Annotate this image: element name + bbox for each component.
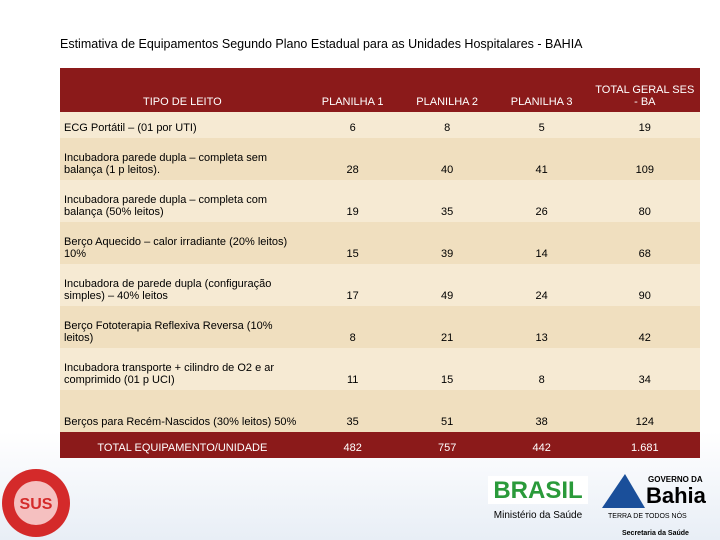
table-cell: 11 (304, 348, 401, 390)
table-cell: 40 (400, 138, 494, 180)
table-cell: PLANILHA 3 (493, 68, 590, 112)
table-cell: 19 (304, 180, 401, 222)
table-cell: 42 (589, 306, 700, 348)
total-row: TOTAL EQUIPAMENTO/UNIDADE 482 757 442 1.681 (60, 432, 700, 458)
table-cell: 21 (400, 306, 494, 348)
table-cell: 8 (400, 112, 494, 138)
table-cell: 13 (493, 306, 590, 348)
table-cell: Berço Fototerapia Reflexiva Reversa (10%… (60, 306, 305, 348)
table-row: Incubadora de parede dupla (configuração… (60, 264, 700, 306)
brasil-bg (488, 476, 588, 504)
ministerio-text: Ministério da Saúde (494, 510, 583, 521)
sus-text: SUS (20, 496, 53, 513)
table-cell: 5 (493, 112, 590, 138)
table-cell: Berços para Recém-Nascidos (30% leitos) … (60, 390, 305, 432)
table-cell: 38 (493, 390, 590, 432)
table-cell: 482 (304, 432, 401, 458)
table-row: Berço Aquecido – calor irradiante (20% l… (60, 222, 700, 264)
equipment-table: TIPO DE LEITO PLANILHA 1 PLANILHA 2 PLANILH… (60, 68, 700, 458)
governo-text: GOVERNO DA (648, 475, 703, 484)
table-cell: 28 (304, 138, 401, 180)
table-cell: 15 (400, 348, 494, 390)
table-cell: Incubadora parede dupla – completa sem b… (60, 138, 305, 180)
terra-text: TERRA DE TODOS NÓS (608, 511, 687, 520)
bahia-icon (602, 474, 645, 508)
table-cell: 68 (589, 222, 700, 264)
table-cell: 757 (400, 432, 494, 458)
table-cell: 35 (304, 390, 401, 432)
table-cell: 15 (304, 222, 401, 264)
table-cell: TIPO DE LEITO (60, 68, 305, 112)
slide-title: Estimativa de Equipamentos Segundo Plano… (60, 37, 583, 51)
table-cell: 49 (400, 264, 494, 306)
table-cell: 90 (589, 264, 700, 306)
table-cell: Incubadora de parede dupla (configuração… (60, 264, 305, 306)
table-cell: 1.681 (589, 432, 700, 458)
table-cell: 19 (589, 112, 700, 138)
table-row: Berço Fototerapia Reflexiva Reversa (10%… (60, 306, 700, 348)
table-row: ECG Portátil – (01 por UTI) 6 8 5 19 (60, 112, 700, 138)
table-cell: 8 (304, 306, 401, 348)
table-cell: 6 (304, 112, 401, 138)
table-cell: 26 (493, 180, 590, 222)
table-row: Berços para Recém-Nascidos (30% leitos) … (60, 390, 700, 432)
table-cell: TOTAL GERAL SES - BA (589, 68, 700, 112)
table-cell: Incubadora parede dupla – completa com b… (60, 180, 305, 222)
table-cell: 442 (493, 432, 590, 458)
table-cell: Incubadora transporte + cilindro de O2 e… (60, 348, 305, 390)
table-cell: 109 (589, 138, 700, 180)
table-cell: Berço Aquecido – calor irradiante (20% l… (60, 222, 305, 264)
table-cell: 34 (589, 348, 700, 390)
table-cell: 14 (493, 222, 590, 264)
sus-badge-inner (14, 481, 58, 525)
table-cell: PLANILHA 2 (400, 68, 494, 112)
table-cell: 17 (304, 264, 401, 306)
table-cell: 80 (589, 180, 700, 222)
brasil-text: BRASIL (493, 477, 582, 504)
table-cell: TOTAL EQUIPAMENTO/UNIDADE (60, 432, 305, 458)
table-cell: ECG Portátil – (01 por UTI) (60, 112, 305, 138)
table-cell: 124 (589, 390, 700, 432)
bahia-text: Bahia (646, 483, 707, 508)
table-cell: 41 (493, 138, 590, 180)
table-row: Incubadora transporte + cilindro de O2 e… (60, 348, 700, 390)
table-cell: 39 (400, 222, 494, 264)
header-row: TIPO DE LEITO PLANILHA 1 PLANILHA 2 PLANILH… (60, 68, 700, 112)
secretaria-text: Secretaria da Saúde (622, 530, 689, 537)
table-cell: 35 (400, 180, 494, 222)
table-cell: 8 (493, 348, 590, 390)
table-cell: 24 (493, 264, 590, 306)
table-cell: 51 (400, 390, 494, 432)
table-row: Incubadora parede dupla – completa com b… (60, 180, 700, 222)
sus-badge (2, 469, 70, 537)
table-cell: PLANILHA 1 (304, 68, 401, 112)
table-row: Incubadora parede dupla – completa sem b… (60, 138, 700, 180)
